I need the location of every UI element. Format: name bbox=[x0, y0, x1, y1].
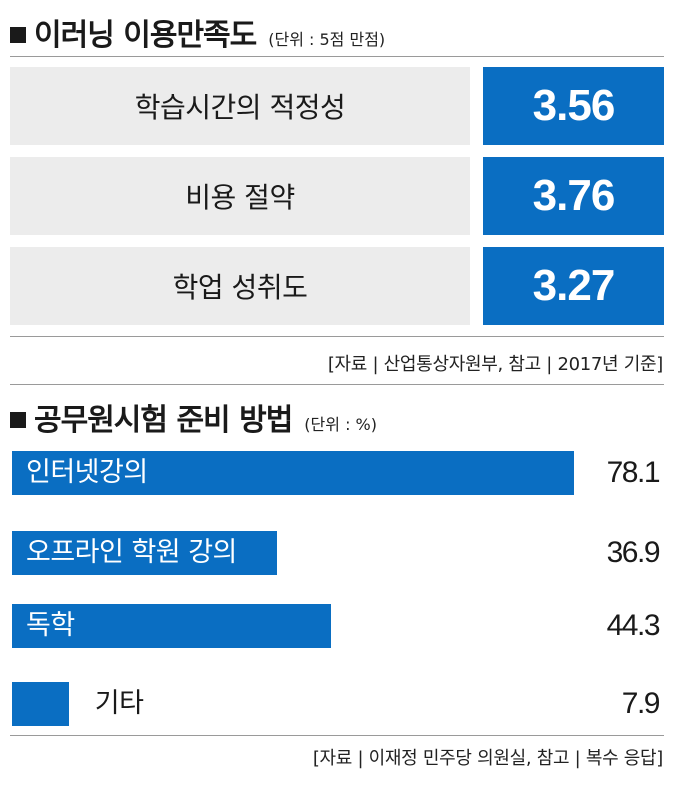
divider bbox=[10, 336, 664, 337]
section1-unit: (단위 : 5점 만점) bbox=[268, 30, 386, 49]
square-bullet-icon bbox=[10, 412, 26, 428]
section1-title: 이러닝 이용만족도 bbox=[34, 18, 257, 53]
bar-label: 오프라인 학원 강의 bbox=[26, 537, 237, 568]
rating-label: 비용 절약 bbox=[10, 157, 470, 235]
rating-label: 학업 성취도 bbox=[10, 247, 470, 325]
square-bullet-icon bbox=[10, 27, 26, 43]
divider bbox=[10, 735, 664, 736]
bar-value: 7.9 bbox=[621, 687, 661, 720]
bar bbox=[12, 451, 574, 495]
rating-label: 학습시간의 적정성 bbox=[10, 67, 470, 145]
bar bbox=[12, 682, 69, 726]
bar bbox=[12, 604, 331, 648]
rating-row: 학업 성취도 3.27 bbox=[10, 247, 664, 325]
source-note: [자료 | 이재정 민주당 의원실, 참고 | 복수 응답] bbox=[312, 748, 663, 769]
divider bbox=[10, 384, 664, 385]
section2-header: 공무원시험 준비 방법 (단위 : %) bbox=[10, 395, 377, 439]
bar-label: 인터넷강의 bbox=[26, 457, 148, 488]
section1-header: 이러닝 이용만족도 (단위 : 5점 만점) bbox=[10, 10, 385, 54]
rating-value: 3.76 bbox=[483, 157, 664, 235]
bar-value: 78.1 bbox=[606, 456, 661, 489]
bar-value: 44.3 bbox=[606, 609, 661, 642]
bar-label: 기타 bbox=[94, 688, 144, 719]
rating-row: 학습시간의 적정성 3.56 bbox=[10, 67, 664, 145]
divider bbox=[10, 56, 664, 57]
section2-unit: (단위 : %) bbox=[304, 415, 377, 434]
rating-value: 3.56 bbox=[483, 67, 664, 145]
rating-value: 3.27 bbox=[483, 247, 664, 325]
bar bbox=[12, 531, 278, 575]
section2-title: 공무원시험 준비 방법 bbox=[34, 403, 293, 438]
rating-row: 비용 절약 3.76 bbox=[10, 157, 664, 235]
bar-value: 36.9 bbox=[606, 536, 661, 569]
source-note: [자료 | 산업통상자원부, 참고 | 2017년 기준] bbox=[327, 354, 663, 375]
bar-label: 독학 bbox=[26, 610, 75, 641]
